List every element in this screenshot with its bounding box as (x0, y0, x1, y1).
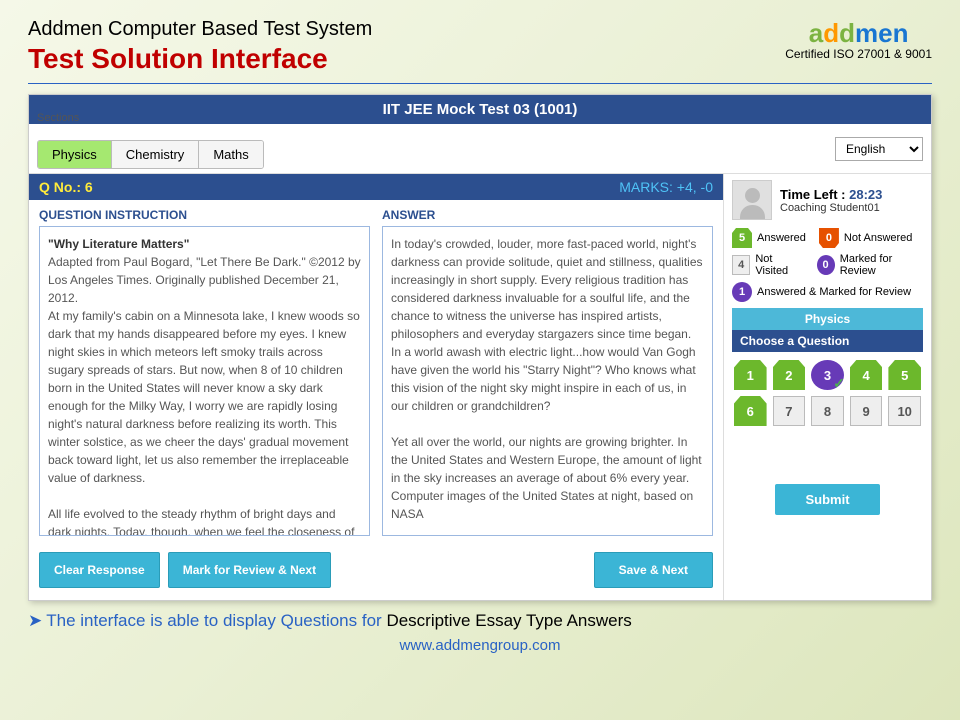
time-left: Time Left : 28:23 (780, 187, 882, 202)
question-button-10[interactable]: 10 (888, 396, 921, 426)
status-legend: 5Answered0Not Answered 4Not Visited0Mark… (732, 228, 923, 302)
question-marks: MARKS: +4, -0 (619, 179, 713, 195)
question-grid: 12345 678910 (732, 352, 923, 434)
sidebar: Time Left : 28:23 Coaching Student01 5An… (723, 174, 931, 600)
answer-heading: ANSWER (382, 208, 713, 222)
question-button-7[interactable]: 7 (773, 396, 806, 426)
footer-note: ➤The interface is able to display Questi… (28, 611, 932, 631)
sections-label: Sections (37, 112, 79, 124)
avatar (732, 180, 772, 220)
question-button-6[interactable]: 6 (734, 396, 767, 426)
not-visited-badge: 4 (732, 255, 750, 275)
toolbar: Sections Physics Chemistry Maths English (29, 124, 931, 174)
tab-maths[interactable]: Maths (199, 141, 262, 168)
question-button-8[interactable]: 8 (811, 396, 844, 426)
section-tabs: Physics Chemistry Maths (37, 140, 264, 169)
logo: addmen (785, 18, 932, 49)
question-button-2[interactable]: 2 (773, 360, 806, 390)
answered-badge: 5 (732, 228, 752, 248)
header-divider (28, 83, 932, 84)
page-header: Addmen Computer Based Test System Test S… (0, 0, 960, 83)
submit-button[interactable]: Submit (775, 484, 879, 515)
question-button-5[interactable]: 5 (888, 360, 921, 390)
sidebar-section-title: Physics (732, 308, 923, 330)
answer-textarea[interactable]: In today's crowded, louder, more fast-pa… (382, 226, 713, 536)
not-answered-badge: 0 (819, 228, 839, 248)
clear-response-button[interactable]: Clear Response (39, 552, 160, 588)
question-button-9[interactable]: 9 (850, 396, 883, 426)
footer-url[interactable]: www.addmengroup.com (28, 637, 932, 654)
question-number: Q No.: 6 (39, 179, 93, 195)
question-content: Q No.: 6 MARKS: +4, -0 QUESTION INSTRUCT… (29, 174, 723, 600)
student-name: Coaching Student01 (780, 202, 882, 214)
instruction-text[interactable]: "Why Literature Matters"Adapted from Pau… (39, 226, 370, 536)
choose-question-label: Choose a Question (732, 330, 923, 352)
answered-marked-badge: 1 (732, 282, 752, 302)
tab-chemistry[interactable]: Chemistry (112, 141, 200, 168)
language-select[interactable]: English (835, 137, 923, 161)
page-title: Test Solution Interface (28, 43, 372, 75)
instruction-heading: QUESTION INSTRUCTION (39, 208, 370, 222)
test-title-bar: IIT JEE Mock Test 03 (1001) (29, 95, 931, 124)
save-next-button[interactable]: Save & Next (594, 552, 713, 588)
mark-review-button[interactable]: Mark for Review & Next (168, 552, 331, 588)
question-button-3[interactable]: 3 (811, 360, 844, 390)
tab-physics[interactable]: Physics (38, 141, 112, 168)
certification-text: Certified ISO 27001 & 9001 (785, 47, 932, 61)
marked-badge: 0 (817, 255, 835, 275)
question-bar: Q No.: 6 MARKS: +4, -0 (29, 174, 723, 200)
footer: ➤The interface is able to display Questi… (28, 611, 932, 654)
system-name: Addmen Computer Based Test System (28, 18, 372, 41)
test-app-window: IIT JEE Mock Test 03 (1001) Sections Phy… (28, 94, 932, 601)
question-button-4[interactable]: 4 (850, 360, 883, 390)
question-button-1[interactable]: 1 (734, 360, 767, 390)
